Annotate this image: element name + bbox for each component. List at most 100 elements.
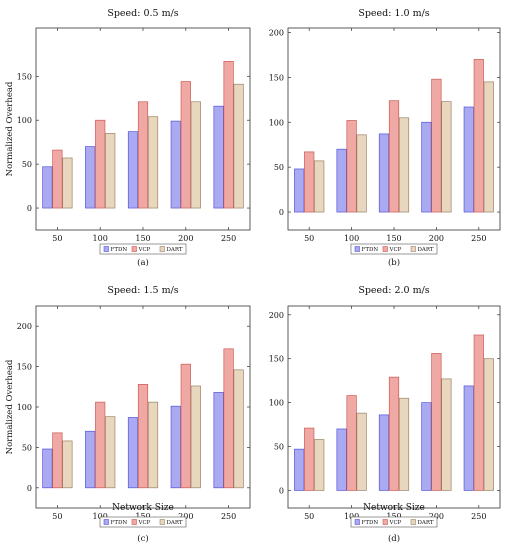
bar-vcp [223, 348, 234, 489]
x-tick-label: 100 [93, 234, 108, 243]
bar-ftdn [127, 417, 139, 489]
bar-ftdn [213, 105, 224, 209]
legend-swatch-vcp [382, 246, 388, 252]
y-tick-label: 100 [269, 118, 284, 127]
bar-ftdn [378, 133, 390, 213]
legend-label-dart: DART [167, 520, 183, 526]
bar-vcp [346, 120, 357, 213]
x-tick-label: 100 [344, 234, 359, 243]
legend-swatch-dart [159, 246, 165, 252]
y-tick-label: 200 [17, 322, 32, 331]
bar-dart [483, 358, 494, 491]
bar-dart [190, 101, 201, 209]
y-tick-label: 0 [279, 486, 284, 495]
bar-ftdn [463, 385, 474, 491]
y-tick-label: 100 [17, 116, 32, 125]
x-tick-label: 250 [221, 234, 236, 243]
bar-dart [441, 378, 452, 491]
legend-box [350, 243, 438, 255]
bar-vcp [52, 149, 63, 209]
chart-title: Speed: 2.0 m/s [358, 285, 429, 296]
legend-swatch-ftdn [103, 519, 109, 525]
bar-ftdn [170, 120, 181, 209]
bar-vcp [137, 384, 149, 489]
bar-dart [105, 416, 116, 489]
bar-vcp [304, 427, 315, 491]
y-tick-label: 0 [27, 204, 32, 213]
y-tick-label: 150 [269, 355, 284, 364]
legend-swatch-vcp [131, 519, 137, 525]
x-axis-label: Network Size [363, 503, 425, 513]
x-tick-label: 150 [386, 234, 401, 243]
bar-vcp [304, 151, 315, 213]
bar-dart [356, 134, 367, 213]
legend: FTDN VCP DART [350, 243, 438, 255]
bar-dart [233, 369, 244, 489]
legend-swatch-dart [410, 246, 416, 252]
x-tick-label: 50 [52, 234, 62, 243]
x-tick-label: 50 [304, 512, 314, 521]
bar-dart [105, 133, 116, 209]
panel-caption: (d) [388, 533, 400, 544]
y-tick-label: 50 [274, 163, 284, 172]
bar-vcp [52, 432, 63, 489]
x-tick-label: 100 [344, 512, 359, 521]
legend-label-vcp: VCP [389, 520, 402, 526]
y-tick-label: 150 [269, 73, 284, 82]
x-tick-label: 150 [386, 512, 401, 521]
bar-dart [356, 412, 367, 491]
bar-dart [190, 385, 201, 489]
legend-swatch-vcp [382, 519, 388, 525]
legend-label-vcp: VCP [138, 247, 151, 253]
legend-swatch-ftdn [354, 519, 360, 525]
legend-box [350, 516, 438, 528]
x-tick-label: 100 [93, 512, 108, 521]
panel-caption: (b) [388, 257, 400, 268]
y-tick-label: 150 [17, 72, 32, 81]
y-axis-label: Normalized Overhead [5, 81, 15, 176]
bar-ftdn [127, 131, 139, 209]
bar-dart [441, 101, 452, 213]
y-tick-label: 100 [269, 399, 284, 408]
bar-ftdn [170, 405, 181, 489]
bar-ftdn [336, 148, 347, 213]
y-axis-label: Normalized Overhead [5, 359, 15, 454]
bar-vcp [95, 119, 106, 209]
bar-ftdn [213, 392, 224, 489]
y-tick-label: 0 [279, 208, 284, 217]
x-tick-label: 200 [429, 234, 444, 243]
bar-dart [398, 117, 410, 213]
chart-panel-2: Speed: 1.0 m/s 0 50 100 150 200 50 100 150 200 250… [269, 8, 501, 268]
bar-vcp [431, 78, 442, 213]
legend: FTDN VCP DART [350, 516, 438, 528]
x-axis-label: Network Size [112, 503, 174, 513]
legend: FTDN VCP DART [99, 243, 187, 255]
bar-vcp [388, 376, 400, 491]
y-tick-label: 100 [17, 403, 32, 412]
legend-label-vcp: VCP [138, 520, 151, 526]
bar-vcp [431, 353, 442, 491]
legend-swatch-ftdn [354, 246, 360, 252]
y-tick-label: 50 [22, 443, 32, 452]
bar-ftdn [294, 168, 305, 213]
legend: FTDN VCP DART [99, 516, 187, 528]
bar-dart [398, 397, 410, 491]
y-tick-label: 50 [22, 160, 32, 169]
bar-ftdn [294, 448, 305, 491]
bar-dart [233, 83, 244, 209]
bar-dart [314, 160, 325, 213]
x-tick-label: 150 [135, 234, 150, 243]
bar-dart [483, 81, 494, 213]
legend-label-ftdn: FTDN [111, 520, 128, 526]
x-tick-label: 200 [429, 512, 444, 521]
bar-ftdn [421, 402, 432, 491]
legend-box [99, 243, 187, 255]
bar-vcp [180, 81, 191, 209]
x-tick-label: 50 [52, 512, 62, 521]
bar-vcp [473, 59, 484, 213]
chart-panel-4: Speed: 2.0 m/s 0 50 100 150 200 50 100 150 200 250… [269, 285, 501, 544]
bar-ftdn [463, 106, 474, 213]
bar-ftdn [42, 448, 53, 489]
x-tick-label: 150 [135, 512, 150, 521]
bar-vcp [180, 363, 191, 489]
